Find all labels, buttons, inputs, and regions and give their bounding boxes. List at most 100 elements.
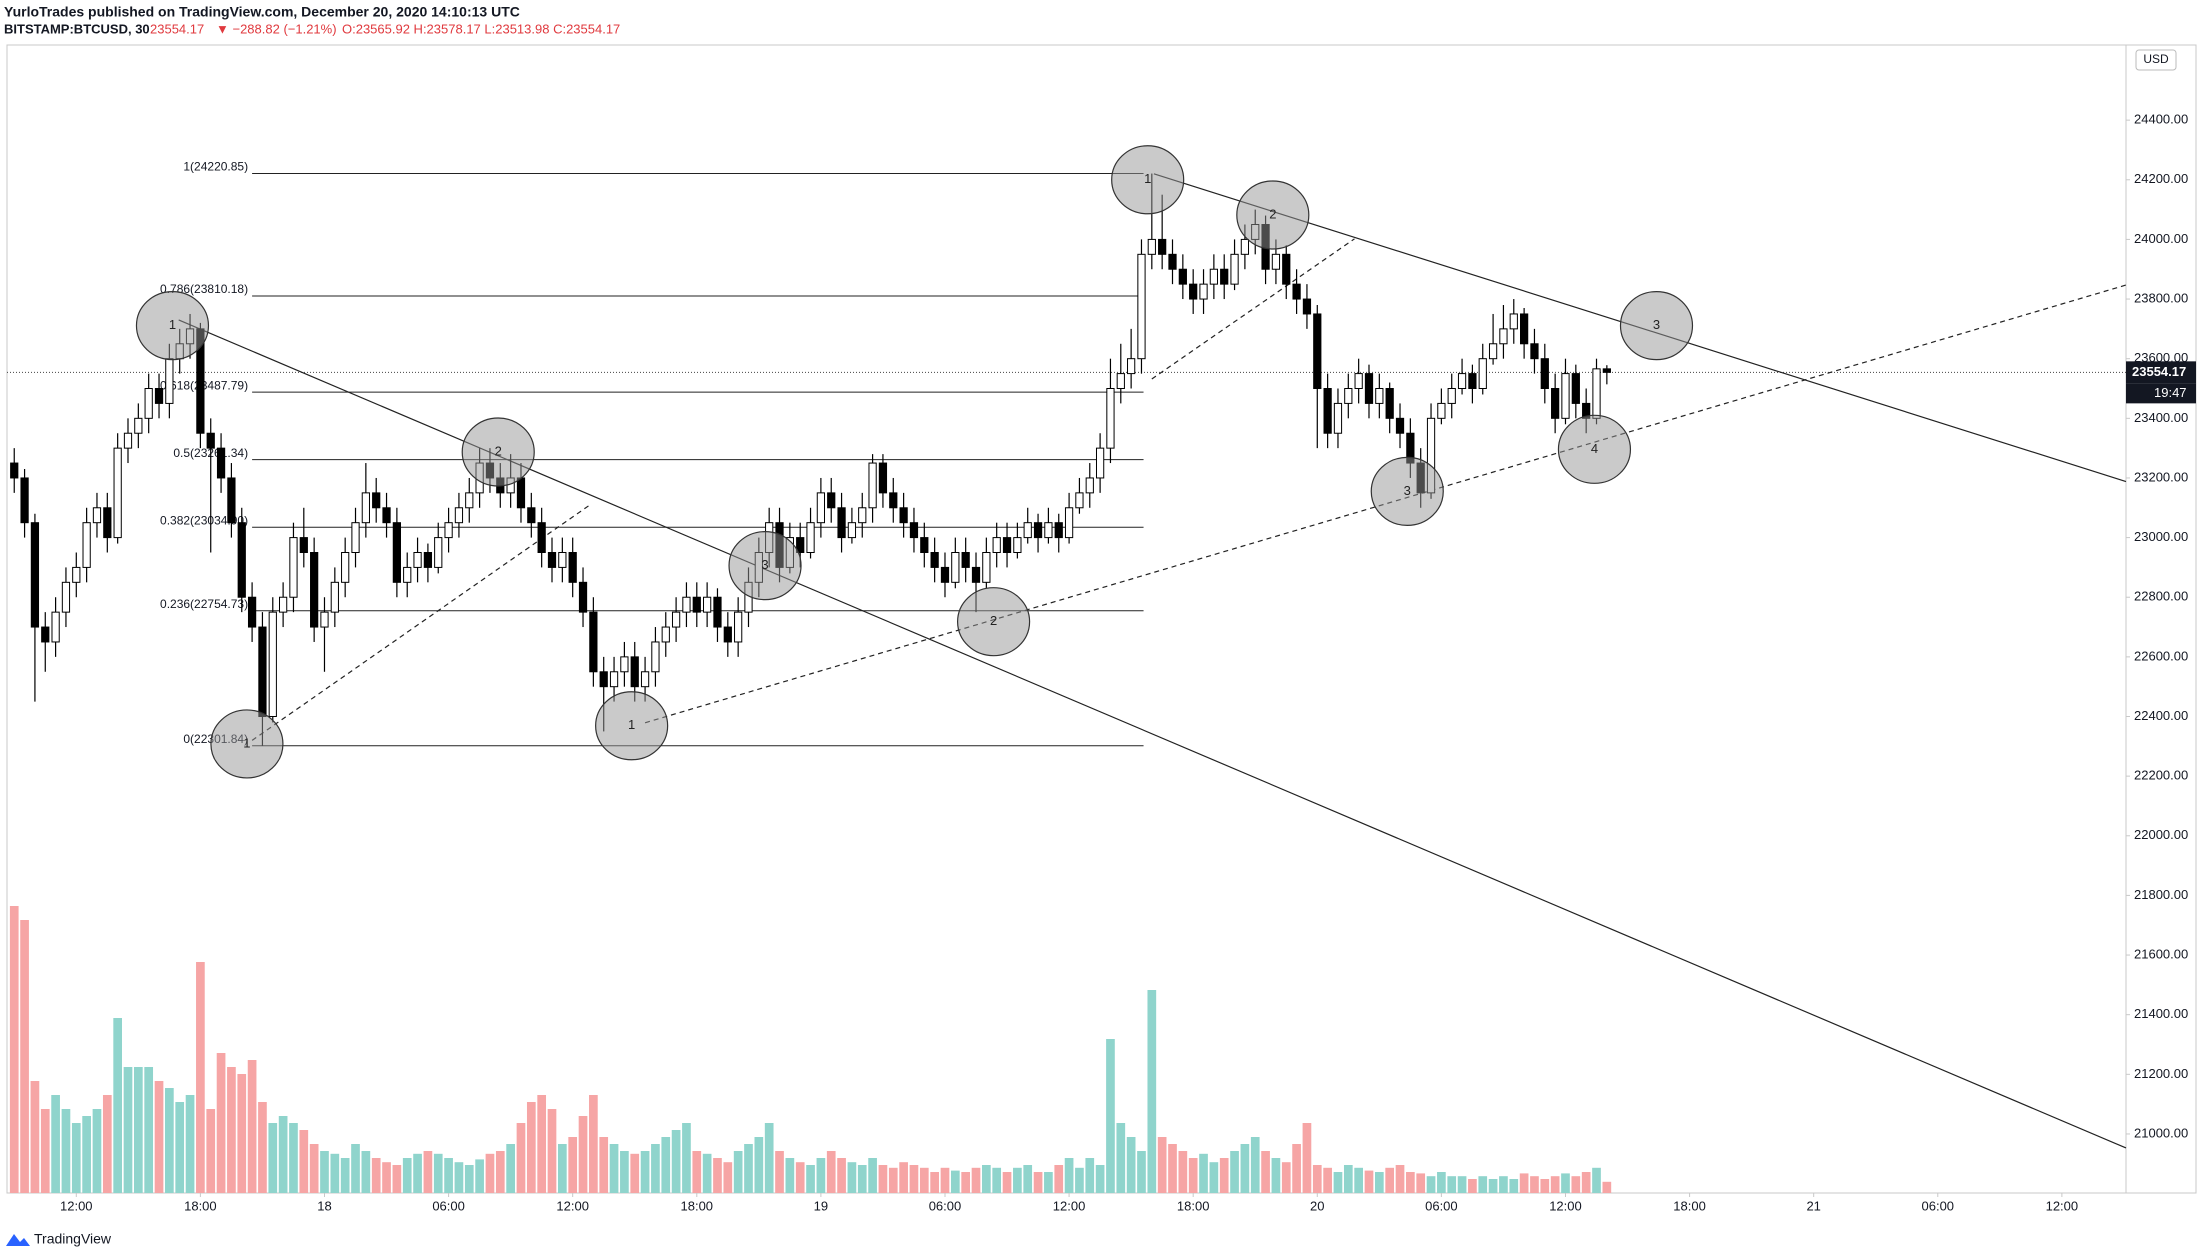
volume-bar <box>940 1167 950 1193</box>
candle-body <box>1033 522 1043 539</box>
candle-body <box>920 537 929 554</box>
volume-bar <box>609 1144 619 1193</box>
marker-circle <box>1236 180 1310 250</box>
x-tick-label: 06:00 <box>929 1198 962 1213</box>
volume-bar <box>578 1116 588 1193</box>
countdown-box <box>2126 383 2196 404</box>
volume-bar <box>1137 1151 1146 1193</box>
marker-label: 1 <box>1144 171 1151 186</box>
volume-bar <box>568 1137 578 1193</box>
candle-body <box>599 671 608 688</box>
volume-bar <box>71 1123 81 1193</box>
candle-body <box>868 462 877 509</box>
candle-body <box>1085 477 1094 494</box>
volume-bar <box>1540 1179 1550 1193</box>
volume-bar <box>1044 1172 1053 1193</box>
volume-bar <box>82 1116 91 1193</box>
y-tick-label: 22000.00 <box>2134 827 2188 842</box>
volume-bar <box>1457 1176 1467 1193</box>
candle-body <box>682 596 691 613</box>
volume-bar <box>1395 1165 1405 1193</box>
volume-bar <box>1478 1176 1488 1193</box>
volume-bar <box>258 1102 267 1193</box>
volume-bar <box>454 1162 464 1193</box>
candle-body <box>258 626 267 718</box>
candle-body <box>1313 313 1322 390</box>
volume-bar <box>464 1165 474 1193</box>
candle-body <box>1437 402 1446 419</box>
marker-label: 1 <box>628 717 635 732</box>
candle-body <box>1354 373 1363 390</box>
candle-body <box>930 552 939 568</box>
candle-body <box>1282 253 1291 285</box>
volume-bar <box>599 1137 609 1193</box>
y-tick-label: 24200.00 <box>2134 171 2188 186</box>
y-tick-label: 22400.00 <box>2134 708 2188 723</box>
volume-bar <box>165 1088 174 1193</box>
volume-bar <box>1240 1144 1250 1193</box>
x-tick-label: 12:00 <box>60 1198 93 1213</box>
ohlc-text: O:23565.92 H:23578.17 L:23513.98 C:23554… <box>342 21 620 36</box>
volume-bar <box>1499 1176 1508 1193</box>
volume-bar <box>516 1123 526 1193</box>
volume-bar <box>558 1144 567 1193</box>
candle-body <box>320 611 329 628</box>
candle-body <box>837 507 846 539</box>
x-tick-label: 20 <box>1310 1198 1324 1213</box>
volume-bar <box>1416 1173 1426 1193</box>
logo-icon <box>6 1234 30 1246</box>
volume-bar <box>868 1158 877 1193</box>
candle-body <box>971 566 981 583</box>
volume-bar <box>682 1123 691 1193</box>
volume-bar <box>154 1081 164 1193</box>
volume-bar <box>1437 1172 1446 1193</box>
volume-bar <box>1364 1170 1374 1193</box>
volume-bar <box>702 1153 712 1193</box>
candle-body <box>279 596 288 613</box>
candle-body <box>216 447 226 479</box>
volume-bar <box>1468 1179 1477 1193</box>
marker-label: 2 <box>495 443 502 458</box>
x-tick-label: 12:00 <box>2046 1198 2079 1213</box>
volume-bar <box>620 1151 629 1193</box>
fib-label: 1(24220.85) <box>183 160 248 174</box>
candle-body <box>1023 522 1032 539</box>
candle-body <box>858 507 867 524</box>
candle-body <box>351 522 360 554</box>
candle-body <box>558 552 567 568</box>
volume-bar <box>930 1172 939 1193</box>
volume-bar <box>992 1167 1002 1193</box>
candle-body <box>1457 373 1467 390</box>
volume-bar <box>764 1123 774 1193</box>
candle-body <box>61 581 71 613</box>
volume-bars <box>9 906 1612 1193</box>
volume-bar <box>878 1165 888 1193</box>
volume-bar <box>1426 1176 1436 1193</box>
volume-bar <box>1085 1158 1095 1193</box>
y-tick-label: 24400.00 <box>2134 112 2188 127</box>
x-tick-label: 18:00 <box>1673 1198 1706 1213</box>
currency-badge[interactable] <box>2135 49 2177 71</box>
volume-bar <box>537 1095 547 1193</box>
volume-bar <box>971 1167 981 1193</box>
candle-body <box>392 522 401 583</box>
volume-bar <box>1023 1165 1033 1193</box>
volume-bar <box>423 1151 433 1193</box>
change: ▼ −288.82 (−1.21%) <box>216 21 337 36</box>
countdown-label: 19:47 <box>2154 385 2187 400</box>
volume-bar <box>1312 1165 1322 1193</box>
candle-body <box>103 507 112 539</box>
volume-bar <box>371 1158 381 1193</box>
candle-body <box>1395 417 1405 434</box>
candle-body <box>206 432 215 449</box>
candle-body <box>10 462 19 479</box>
candle-body <box>1551 388 1560 419</box>
volume-bar <box>982 1165 991 1193</box>
candle-body <box>1064 507 1074 539</box>
candle-body <box>661 626 670 643</box>
volume-bar <box>206 1109 216 1193</box>
volume-bar <box>1530 1176 1539 1193</box>
candle-body <box>1499 328 1508 345</box>
y-tick-label: 22600.00 <box>2134 648 2188 663</box>
